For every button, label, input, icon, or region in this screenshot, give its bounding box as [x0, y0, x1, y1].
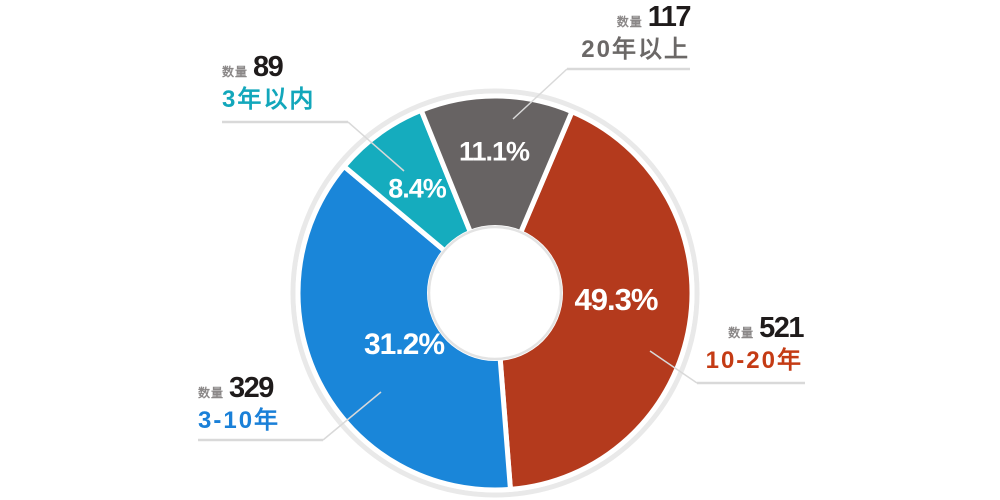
- pct-label-3-10年: 31.2%: [363, 328, 445, 361]
- pct-label-3年以内: 8.4%: [388, 173, 447, 204]
- category-label: 3年以内: [222, 86, 316, 113]
- leader-diagonal-20年以上: [512, 68, 568, 120]
- leader-diagonal-3年以内: [347, 121, 405, 172]
- count-value: 117: [647, 1, 692, 33]
- count-value: 89: [253, 51, 284, 83]
- count-value: 521: [759, 312, 804, 344]
- pie-slice-10-20年[interactable]: [492, 109, 695, 492]
- category-label: 20年以上: [581, 36, 690, 63]
- category-label: 10-20年: [705, 347, 803, 374]
- pie-slice-20年以上[interactable]: [418, 93, 575, 296]
- callout-3-10年: 数量 329 3-10年: [198, 374, 280, 436]
- pct-label-20年以上: 11.1%: [458, 136, 530, 167]
- qty-label: 数量: [198, 386, 225, 400]
- qty-label: 数量: [616, 15, 643, 29]
- leader-diagonal-10-20年: [649, 350, 698, 384]
- pie-slice-3-10年[interactable]: [295, 163, 513, 493]
- category-label: 3-10年: [198, 407, 281, 434]
- qty-label: 数量: [222, 65, 249, 79]
- callout-20年以上: 数量 117 20年以上: [581, 1, 692, 65]
- donut-hole-ring: [427, 225, 563, 361]
- count-value: 329: [229, 372, 274, 404]
- callout-3年以内: 数量 89 3年以内: [222, 53, 315, 115]
- chart-halo-ring: [290, 88, 700, 498]
- qty-label: 数量: [728, 326, 755, 340]
- callout-10-20年: 数量 521 10-20年: [705, 312, 805, 376]
- pct-label-10-20年: 49.3%: [574, 282, 659, 317]
- leader-diagonal-3-10年: [322, 391, 382, 441]
- donut-hole: [427, 225, 563, 361]
